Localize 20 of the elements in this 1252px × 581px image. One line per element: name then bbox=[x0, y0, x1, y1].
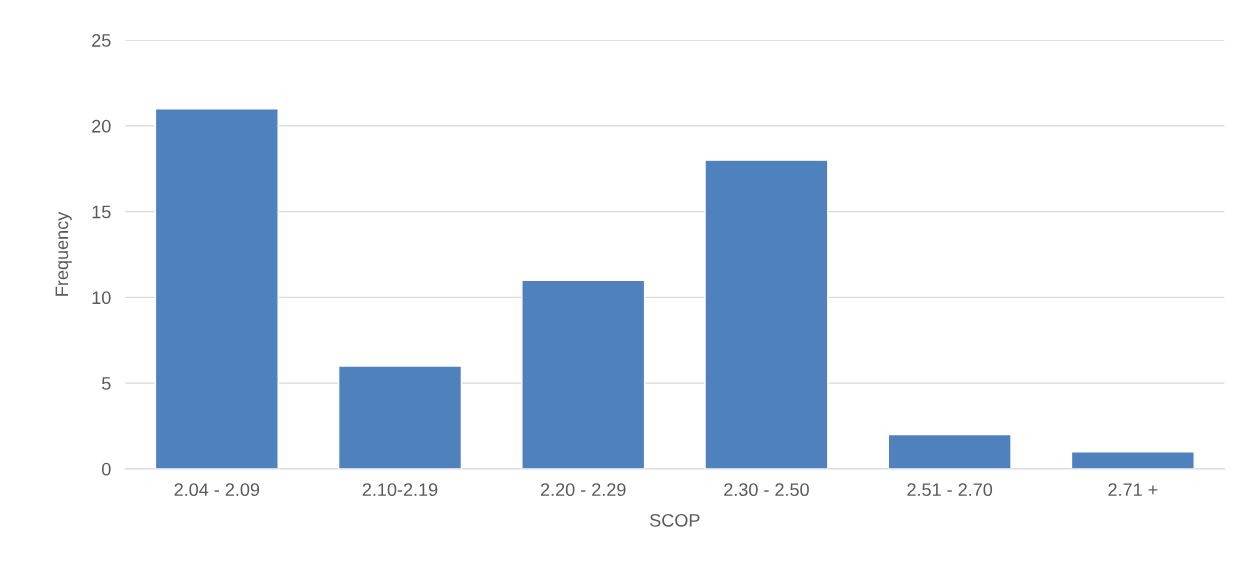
y-tick-label: 15 bbox=[92, 205, 111, 219]
bar bbox=[154, 107, 279, 469]
bar bbox=[887, 433, 1012, 469]
bar bbox=[1070, 451, 1195, 469]
y-axis-title: Frequency bbox=[55, 211, 72, 296]
y-tick-label: 0 bbox=[101, 462, 111, 476]
x-tick-label: 2.10-2.19 bbox=[362, 483, 438, 497]
bar bbox=[521, 279, 646, 469]
x-tick-label: 2.30 - 2.50 bbox=[724, 483, 809, 497]
x-axis-title: SCOP bbox=[650, 513, 700, 527]
x-tick-label: 2.51 - 2.70 bbox=[907, 483, 993, 497]
bar bbox=[337, 365, 463, 469]
x-tick-label: 2.20 - 2.29 bbox=[540, 483, 626, 497]
bar bbox=[704, 159, 829, 469]
y-tick-label: 10 bbox=[92, 291, 111, 305]
y-tick-label: 25 bbox=[92, 34, 111, 47]
y-tick-label: 5 bbox=[101, 377, 111, 390]
x-tick-label: 2.71 + bbox=[1108, 483, 1158, 496]
y-tick-label: 20 bbox=[92, 119, 111, 133]
x-tick-label: 2.04 - 2.09 bbox=[174, 483, 260, 497]
